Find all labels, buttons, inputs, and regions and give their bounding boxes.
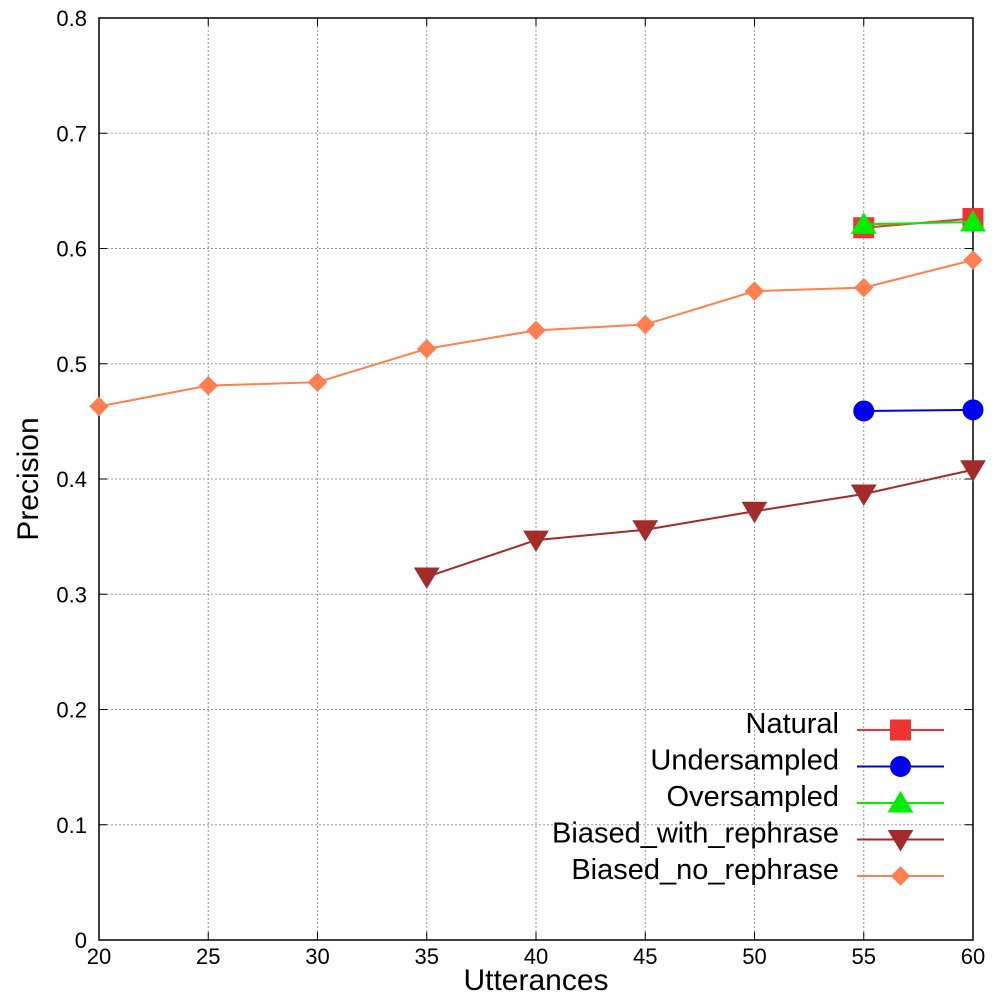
- data-point-biased-no-rephrase: [854, 277, 874, 298]
- x-tick-label: 55: [852, 944, 876, 969]
- x-tick-label: 30: [305, 944, 329, 969]
- grid: [99, 18, 973, 940]
- x-tick-label: 40: [524, 944, 548, 969]
- data-point-oversampled: [850, 212, 877, 234]
- x-tick-label: 60: [961, 944, 985, 969]
- y-tick-label: 0.2: [56, 698, 87, 723]
- y-axis-label: Precision: [12, 417, 45, 540]
- axis-ticks: 20 25 30 35 40 45 50 55 60 0 0.1 0.2 0.3 0.4 0.5 0.6 0.7…: [56, 6, 985, 969]
- legend-marker: [890, 866, 911, 886]
- data-point-biased-with-rephrase: [523, 530, 549, 553]
- y-tick-label: 0.6: [56, 237, 87, 262]
- legend-entry-undersampled: Undersampled: [650, 745, 944, 777]
- legend-label: Biased_no_rephrase: [571, 854, 839, 886]
- series-oversampled: [850, 210, 986, 234]
- data-point-biased-with-rephrase: [413, 567, 440, 589]
- x-tick-label: 50: [742, 944, 766, 969]
- legend-marker: [887, 791, 914, 813]
- legend: Natural Undersampled Oversampled Biased_wit…: [552, 708, 944, 886]
- series-undersampled: [853, 399, 984, 422]
- y-tick-label: 0.5: [56, 352, 87, 377]
- series-line-oversampled: [863, 220, 974, 226]
- y-tick-label: 0.8: [56, 6, 87, 31]
- series-line-biased-with-rephrase: [426, 468, 974, 578]
- x-tick-label: 20: [87, 944, 111, 969]
- legend-label: Undersampled: [650, 745, 839, 777]
- data-point-oversampled: [960, 210, 986, 232]
- legend-label: Oversampled: [667, 781, 839, 813]
- x-axis-label: Utterances: [463, 964, 608, 997]
- legend-entry-natural: Natural: [746, 708, 944, 741]
- data-point-biased-no-rephrase: [635, 314, 655, 335]
- data-point-biased-with-rephrase: [632, 520, 659, 542]
- y-tick-label: 0.1: [56, 813, 87, 838]
- series-biased-with-rephrase: [413, 460, 986, 589]
- series-line-undersampled: [863, 408, 974, 413]
- data-point-biased-no-rephrase: [198, 375, 218, 396]
- legend-entry-biased-no-rephrase: Biased_no_rephrase: [571, 854, 944, 886]
- y-tick-label: 0.3: [56, 582, 87, 607]
- data-point-biased-no-rephrase: [307, 372, 328, 392]
- data-point-undersampled: [853, 400, 875, 422]
- data-point-biased-with-rephrase: [960, 460, 986, 482]
- series-biased-no-rephrase: [89, 250, 983, 417]
- data-point-undersampled: [962, 399, 984, 421]
- legend-entry-biased-with-rephrase: Biased_with_rephrase: [552, 818, 944, 852]
- data-point-biased-no-rephrase: [744, 281, 765, 301]
- data-point-biased-with-rephrase: [850, 484, 877, 506]
- legend-marker: [887, 830, 914, 852]
- series-layer: [89, 208, 986, 589]
- y-tick-label: 0.7: [56, 121, 87, 146]
- data-point-biased-no-rephrase: [526, 320, 546, 341]
- data-point-biased-with-rephrase: [741, 501, 768, 524]
- data-point-biased-no-rephrase: [417, 339, 437, 359]
- x-tick-label: 35: [415, 944, 439, 969]
- legend-marker: [890, 756, 911, 777]
- y-tick-label: 0.4: [56, 467, 87, 492]
- data-point-biased-no-rephrase: [89, 396, 109, 417]
- legend-label: Biased_with_rephrase: [552, 818, 839, 850]
- legend-entry-oversampled: Oversampled: [667, 781, 944, 813]
- x-tick-label: 45: [633, 944, 657, 969]
- data-point-biased-no-rephrase: [963, 250, 983, 270]
- y-tick-label: 0: [75, 928, 87, 953]
- legend-marker: [890, 719, 911, 741]
- legend-label: Natural: [746, 708, 840, 740]
- x-tick-label: 25: [196, 944, 220, 969]
